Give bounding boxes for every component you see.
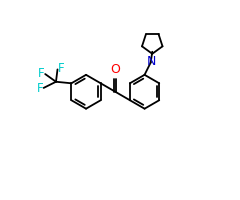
- Text: N: N: [147, 55, 156, 68]
- Text: F: F: [58, 62, 65, 75]
- Text: F: F: [38, 67, 45, 80]
- Text: F: F: [36, 82, 43, 95]
- Text: O: O: [110, 63, 120, 76]
